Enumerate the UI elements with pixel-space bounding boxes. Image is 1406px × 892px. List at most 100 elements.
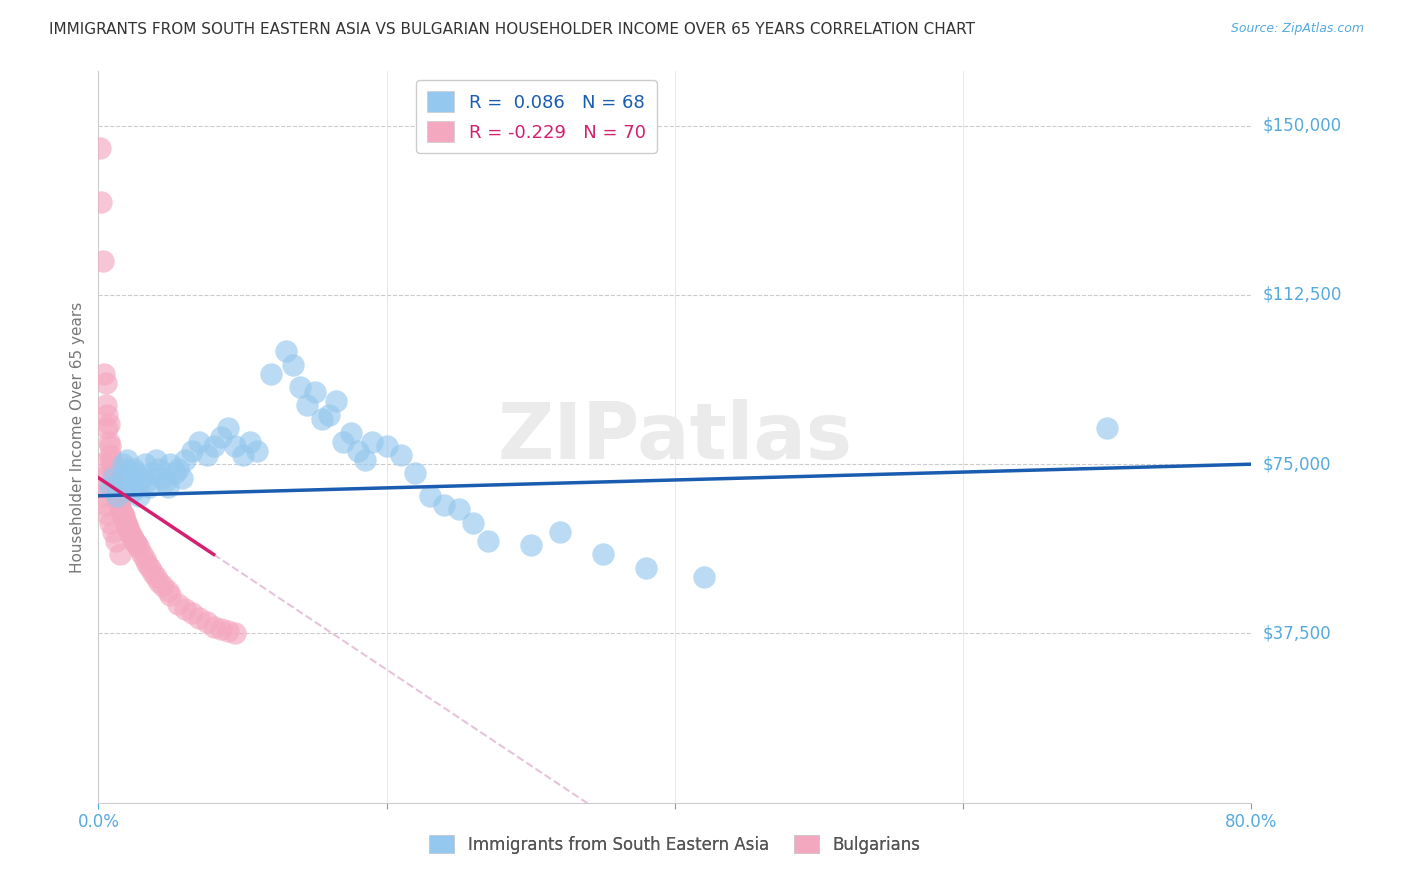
Point <box>318 408 340 422</box>
Point <box>91 254 114 268</box>
Point <box>122 484 145 499</box>
Point <box>124 533 146 548</box>
Point <box>90 471 112 485</box>
Point <box>152 579 174 593</box>
Point <box>281 358 304 372</box>
Point <box>142 566 165 580</box>
Point <box>135 475 157 490</box>
Point <box>217 624 239 639</box>
Point <box>105 493 128 508</box>
Point <box>224 439 246 453</box>
Point <box>104 480 127 494</box>
Point <box>156 480 179 494</box>
Point <box>148 461 170 475</box>
Point <box>112 509 135 524</box>
Point <box>389 448 412 462</box>
Point <box>274 344 297 359</box>
Point <box>339 425 361 440</box>
Point <box>461 516 484 530</box>
Point <box>239 434 262 449</box>
Point <box>520 538 543 552</box>
Point <box>96 507 118 521</box>
Point <box>159 588 181 602</box>
Point <box>209 430 232 444</box>
Point <box>202 620 225 634</box>
Point <box>166 461 188 475</box>
Point <box>170 471 193 485</box>
Point <box>134 457 156 471</box>
Point <box>304 384 326 399</box>
Point <box>174 452 197 467</box>
Point <box>136 557 159 571</box>
Point <box>290 380 312 394</box>
Point <box>101 471 124 485</box>
Point <box>202 439 225 453</box>
Point <box>145 452 167 467</box>
Point <box>110 505 132 519</box>
Point <box>100 457 122 471</box>
Point <box>112 466 135 480</box>
Point <box>108 500 131 514</box>
Point <box>405 466 427 480</box>
Point <box>118 471 141 485</box>
Point <box>101 524 124 539</box>
Point <box>131 548 153 562</box>
Point <box>125 536 148 550</box>
Point <box>125 466 148 480</box>
Text: ZIPatlas: ZIPatlas <box>498 399 852 475</box>
Text: $150,000: $150,000 <box>1263 117 1341 135</box>
Point <box>354 452 377 467</box>
Point <box>246 443 269 458</box>
Point <box>100 452 122 467</box>
Point <box>105 489 128 503</box>
Point <box>91 480 114 494</box>
Point <box>117 452 139 467</box>
Point <box>636 561 658 575</box>
Point <box>89 457 111 471</box>
Point <box>124 461 146 475</box>
Point <box>131 471 153 485</box>
Point <box>139 561 162 575</box>
Point <box>108 548 131 562</box>
Point <box>419 489 441 503</box>
Point <box>104 484 127 499</box>
Point <box>156 583 179 598</box>
Point <box>181 443 204 458</box>
Point <box>98 448 121 462</box>
Point <box>94 376 117 390</box>
Point <box>361 434 384 449</box>
Point <box>107 498 129 512</box>
Point <box>89 141 111 155</box>
Point <box>150 471 173 485</box>
Point <box>111 457 134 471</box>
Point <box>97 434 120 449</box>
Text: IMMIGRANTS FROM SOUTH EASTERN ASIA VS BULGARIAN HOUSEHOLDER INCOME OVER 65 YEARS: IMMIGRANTS FROM SOUTH EASTERN ASIA VS BU… <box>49 22 976 37</box>
Point <box>108 502 131 516</box>
Point <box>209 622 232 636</box>
Point <box>101 466 124 480</box>
Text: $112,500: $112,500 <box>1263 285 1341 304</box>
Text: $75,000: $75,000 <box>1263 455 1331 473</box>
Point <box>127 538 149 552</box>
Point <box>548 524 571 539</box>
Point <box>134 552 156 566</box>
Point <box>114 461 136 475</box>
Point <box>96 408 118 422</box>
Point <box>97 417 120 431</box>
Point <box>311 412 333 426</box>
Point <box>477 533 499 548</box>
Legend: Immigrants from South Eastern Asia, Bulgarians: Immigrants from South Eastern Asia, Bulg… <box>423 829 927 860</box>
Point <box>375 439 398 453</box>
Point <box>693 570 716 584</box>
Point <box>138 480 160 494</box>
Point <box>592 548 614 562</box>
Point <box>117 518 139 533</box>
Point <box>181 606 204 620</box>
Point <box>148 574 170 589</box>
Point <box>90 195 112 210</box>
Point <box>120 475 142 490</box>
Point <box>103 475 125 490</box>
Point <box>145 570 167 584</box>
Point <box>107 495 129 509</box>
Point <box>98 439 121 453</box>
